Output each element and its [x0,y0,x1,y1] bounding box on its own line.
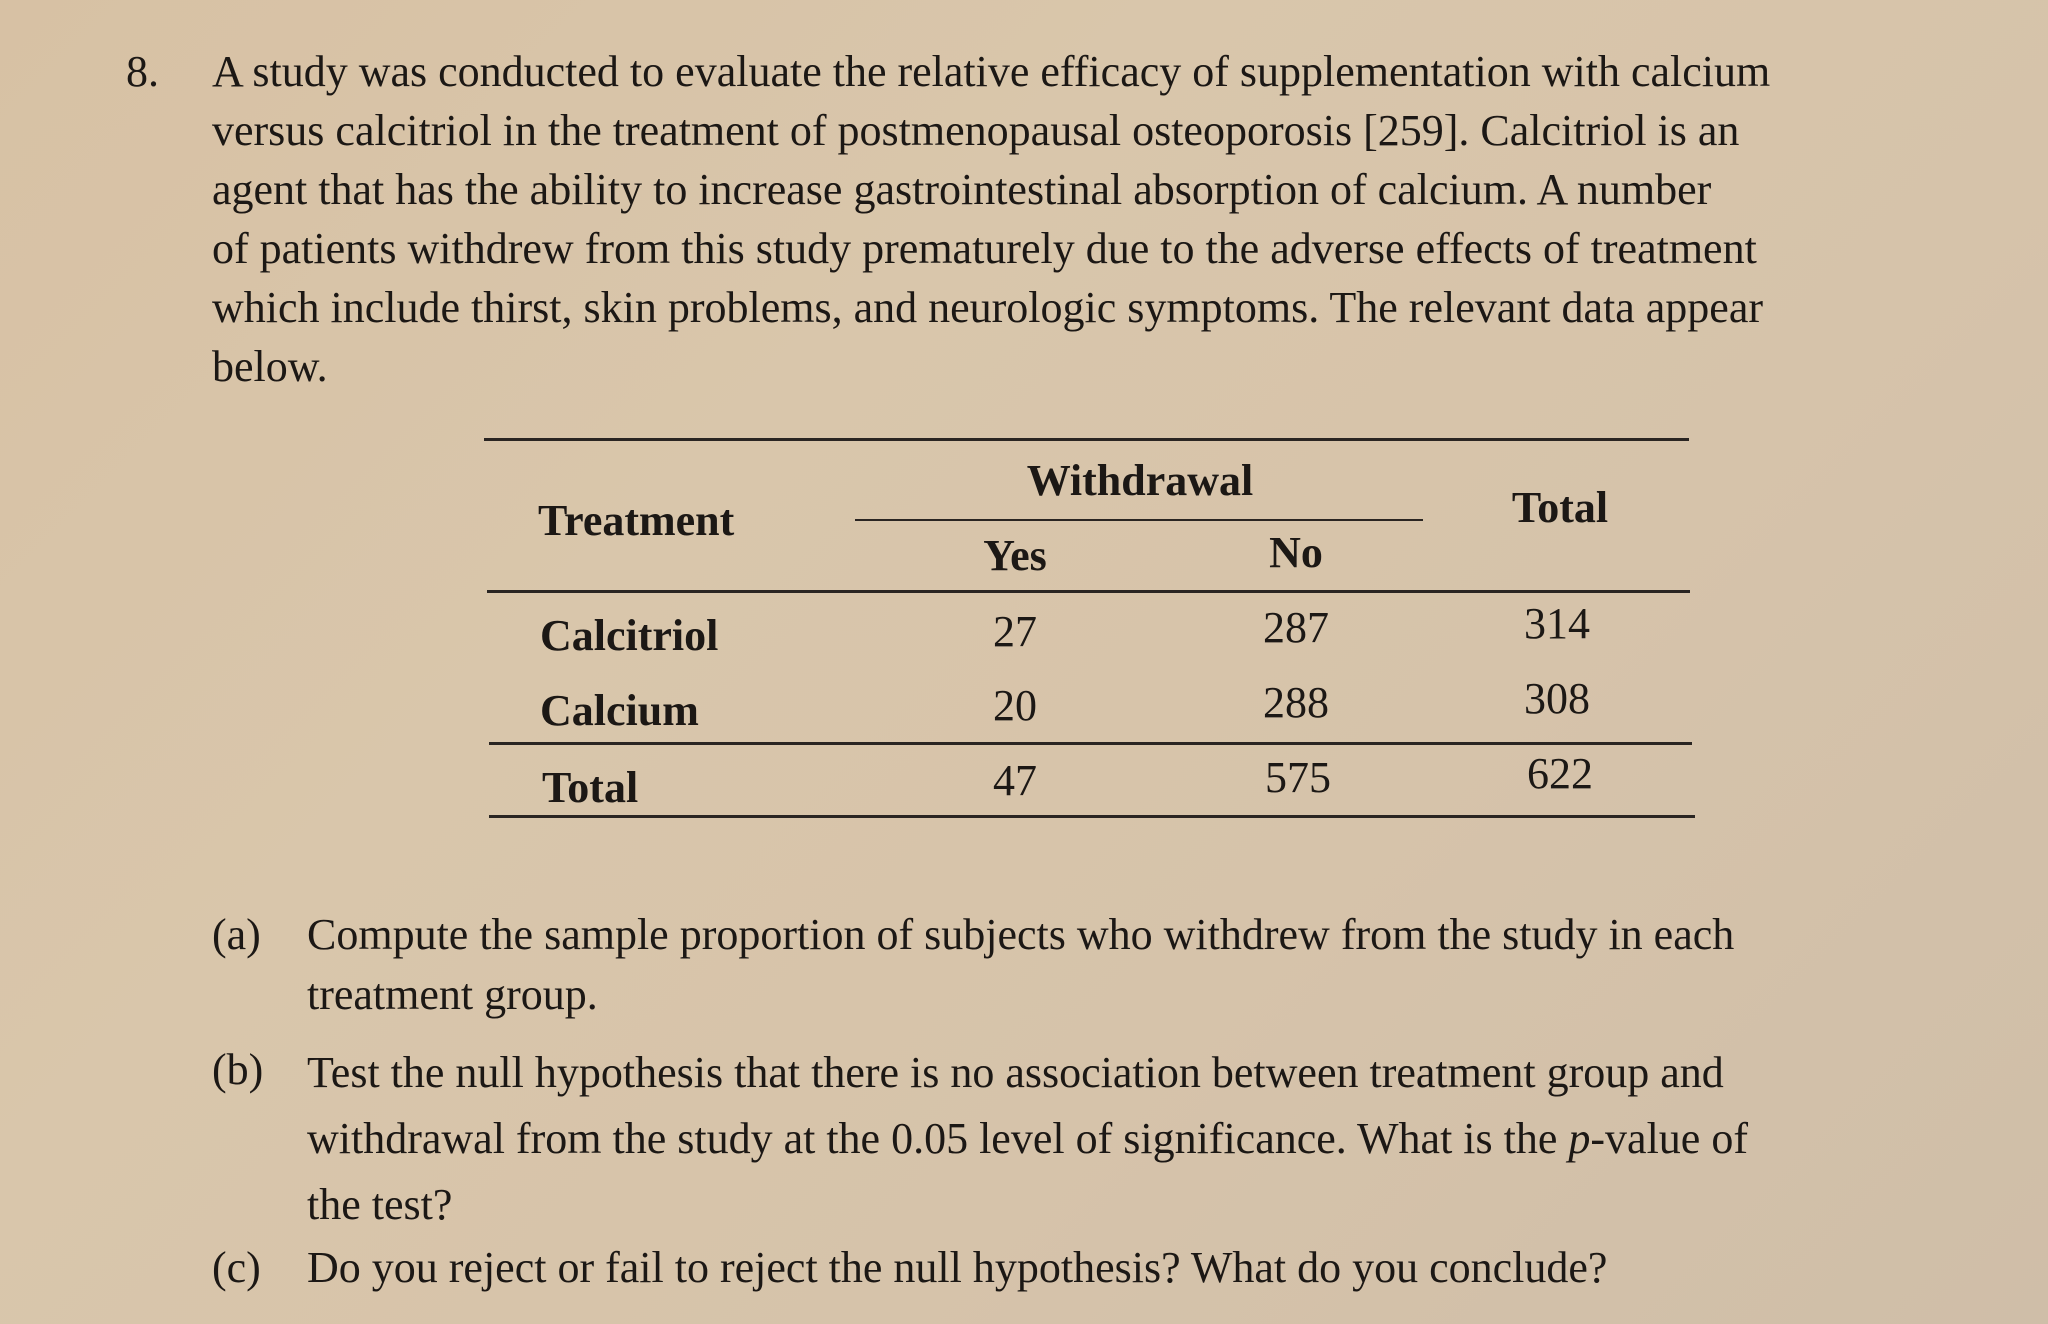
cell-calcitriol-no: 287 [1263,603,1329,652]
problem-line: A study was conducted to evaluate the re… [212,47,1771,96]
body-bottom-rule [489,742,1692,745]
question-c: (c) Do you reject or fail to reject the … [212,1238,1962,1298]
question-a: (a) Compute the sample proportion of sub… [212,905,1962,1025]
row-treatment-calcium: Calcium [540,686,699,735]
cell-calcitriol-yes: 27 [993,607,1037,656]
cell-calcium-total: 308 [1524,674,1590,723]
question-b: (b) Test the null hypothesis that there … [212,1040,1962,1238]
question-text-segment: withdrawal from the study at the 0.05 le… [307,1114,1569,1163]
question-text: Test the null hypothesis that there is n… [307,1040,1962,1238]
header-yes: Yes [983,531,1047,580]
withdrawal-span-rule [855,519,1423,521]
question-line: Compute the sample proportion of subject… [307,910,1735,959]
row-treatment-calcitriol: Calcitriol [540,611,719,660]
problem-line: agent that has the ability to increase g… [212,165,1712,214]
question-label: (a) [212,910,261,959]
cell-total-yes: 47 [993,756,1037,805]
problem-line: below. [212,342,328,391]
header-total: Total [1511,483,1609,532]
problem-number: 8. [126,47,159,96]
question-line: Do you reject or fail to reject the null… [307,1243,1608,1292]
header-no: No [1269,528,1323,577]
question-label: (b) [212,1045,264,1094]
question-line: the test? [307,1180,453,1229]
question-text-segment: -value of [1590,1114,1748,1163]
question-text: Do you reject or fail to reject the null… [307,1238,1962,1298]
question-line: withdrawal from the study at the 0.05 le… [307,1106,1962,1172]
cell-total-no: 575 [1265,753,1331,802]
problem-line: which include thirst, skin problems, and… [212,283,1764,332]
header-withdrawal: Withdrawal [1026,456,1254,505]
p-symbol: p [1568,1114,1591,1163]
header-bottom-rule [487,590,1690,593]
problem-line: versus calcitriol in the treatment of po… [212,106,1740,155]
cell-total-total: 622 [1527,749,1593,798]
header-treatment: Treatment [538,496,735,545]
question-text: Compute the sample proportion of subject… [307,905,1962,1025]
problem-line: of patients withdrew from this study pre… [212,224,1757,273]
problem-statement: A study was conducted to evaluate the re… [212,42,1932,396]
question-label: (c) [212,1243,261,1292]
cell-calcium-yes: 20 [993,681,1037,730]
question-line: Test the null hypothesis that there is n… [307,1048,1724,1097]
table-bottom-rule [489,815,1695,818]
cell-calcium-no: 288 [1263,678,1329,727]
question-line: treatment group. [307,970,598,1019]
cell-calcitriol-total: 314 [1524,599,1590,648]
table-top-rule [484,438,1689,441]
row-treatment-total: Total [542,763,639,812]
